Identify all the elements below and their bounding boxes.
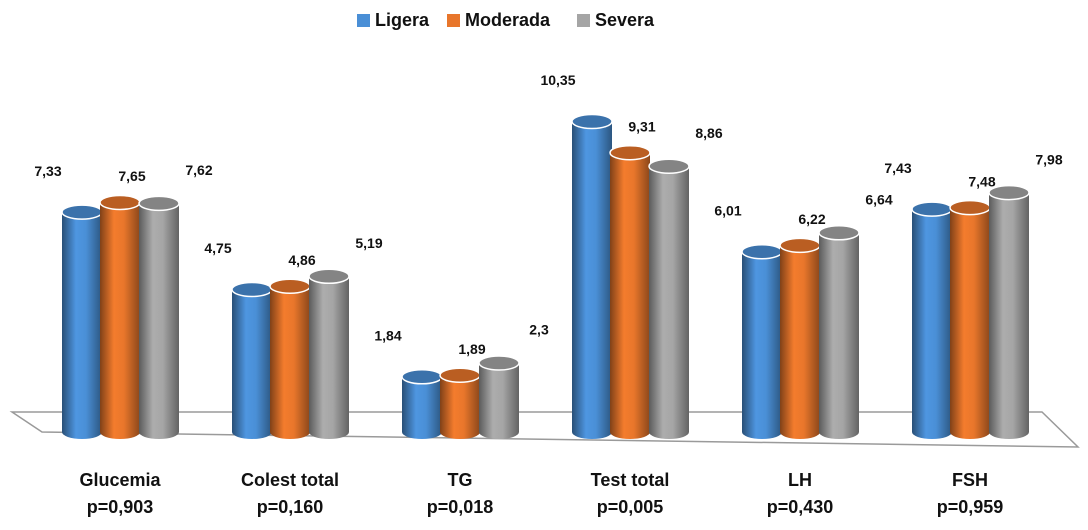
bar-body (780, 245, 820, 439)
bar-top (231, 281, 273, 298)
bar (648, 158, 690, 439)
data-label: 2,3 (529, 322, 549, 338)
bar-top (741, 243, 783, 260)
legend-label: Ligera (375, 10, 430, 30)
bar-top (401, 369, 443, 385)
bar-body (100, 202, 140, 439)
data-label: 7,33 (34, 163, 61, 179)
x-tick-label: FSH (952, 470, 988, 490)
bar (911, 201, 953, 439)
x-tick-label: p=0,430 (767, 497, 834, 517)
legend-label: Moderada (465, 10, 551, 30)
bar-body (62, 212, 102, 439)
bar (439, 367, 481, 439)
bar (138, 195, 180, 439)
bar (741, 243, 783, 439)
bar (269, 278, 311, 439)
legend-swatch (447, 14, 460, 27)
bar-body (232, 289, 272, 439)
data-label: 4,75 (204, 240, 231, 256)
bar (609, 144, 651, 439)
bar-top (439, 367, 481, 384)
data-label: 6,64 (865, 192, 892, 208)
bar-top (99, 194, 141, 211)
bar (949, 199, 991, 439)
bar-top (609, 144, 651, 161)
x-tick-label: Colest total (241, 470, 339, 490)
bar-top (911, 201, 953, 217)
bar (61, 204, 103, 439)
legend-swatch (357, 14, 370, 27)
legend-label: Severa (595, 10, 655, 30)
data-label: 7,62 (185, 162, 212, 178)
bar-body (402, 376, 442, 439)
bar-body (989, 192, 1029, 439)
x-tick-label: p=0,959 (937, 497, 1004, 517)
bar (401, 369, 443, 439)
x-tick-label: p=0,160 (257, 497, 324, 517)
bar-top (308, 268, 350, 285)
data-label: 6,01 (714, 202, 741, 218)
bar-top (648, 158, 690, 174)
data-label: 1,84 (374, 328, 401, 344)
data-label: 7,65 (118, 168, 145, 184)
data-label: 7,43 (884, 160, 911, 176)
bar-body (819, 232, 859, 439)
bar-body (440, 375, 480, 439)
bar-top (988, 184, 1030, 201)
bar-body (572, 121, 612, 439)
x-tick-label: p=0,005 (597, 497, 664, 517)
bar-body (950, 207, 990, 439)
bar-top (269, 278, 311, 294)
bar-body (649, 166, 689, 439)
data-label: 5,19 (355, 235, 382, 251)
data-label: 8,86 (695, 125, 722, 141)
x-tick-label: p=0,903 (87, 497, 154, 517)
bar-top (138, 195, 180, 212)
bar-body (309, 276, 349, 439)
x-tick-label: p=0,018 (427, 497, 494, 517)
bar-top (818, 225, 860, 241)
legend-swatch (577, 14, 590, 27)
bar-body (610, 152, 650, 439)
bar-body (912, 209, 952, 439)
bar-body (742, 251, 782, 439)
bar-top (779, 237, 821, 254)
bar-body (139, 203, 179, 439)
data-label: 10,35 (540, 72, 575, 88)
bar-top (61, 204, 103, 220)
bar (231, 281, 273, 439)
bar (779, 237, 821, 439)
bar (988, 184, 1030, 439)
data-label: 1,89 (458, 341, 485, 357)
x-tick-label: Test total (591, 470, 670, 490)
bar (478, 355, 520, 439)
data-label: 9,31 (628, 118, 655, 134)
x-tick-label: LH (788, 470, 812, 490)
data-label: 7,48 (968, 173, 995, 189)
x-tick-label: Glucemia (79, 470, 161, 490)
x-tick-label: TG (448, 470, 473, 490)
bar (571, 113, 613, 439)
bar-top (949, 199, 991, 216)
bar-body (270, 286, 310, 439)
bar-top (478, 355, 520, 371)
bar-top (571, 113, 613, 130)
bar (99, 194, 141, 439)
bar (818, 225, 860, 439)
data-label: 4,86 (288, 252, 315, 268)
bar (308, 268, 350, 439)
data-label: 7,98 (1035, 151, 1062, 167)
data-label: 6,22 (798, 211, 825, 227)
bar-body (479, 363, 519, 439)
